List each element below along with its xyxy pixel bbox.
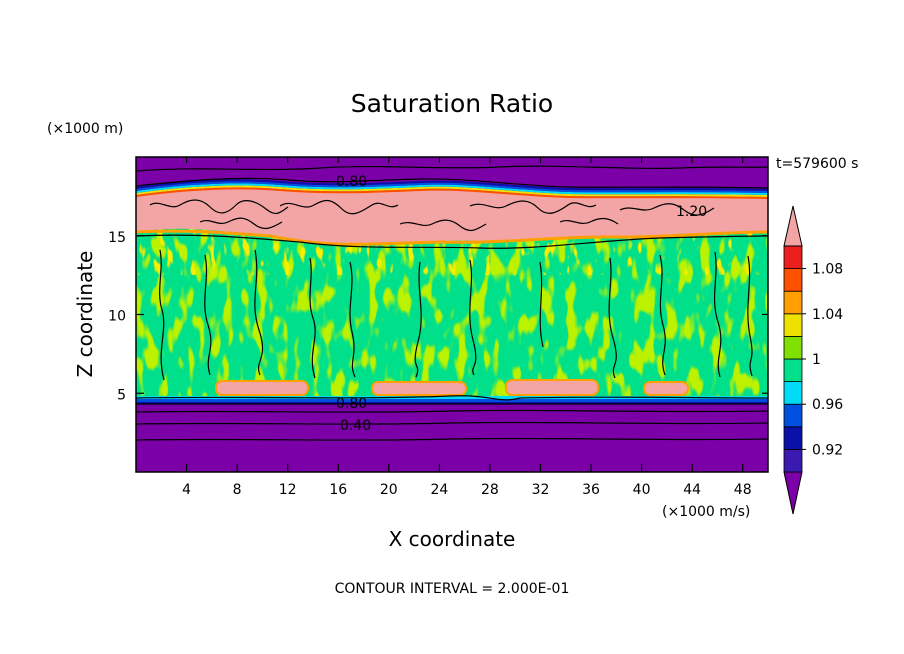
x-tick-label: 12 (279, 482, 297, 498)
y-tick-label: 10 (108, 309, 126, 325)
contour-line (414, 261, 422, 378)
layer-supersaturated-top (136, 188, 768, 245)
contour-line (349, 261, 356, 378)
x-tick-label: 36 (582, 482, 600, 498)
colorbar-tick-label: 0.92 (812, 442, 843, 458)
x-tick-label: 24 (430, 482, 448, 498)
contour-line (159, 249, 165, 381)
contour-line (136, 165, 768, 172)
x-tick-label: 48 (734, 482, 752, 498)
cloud-patch-1 (215, 380, 309, 396)
contour-lines (136, 165, 768, 441)
y-tick-label: 15 (108, 230, 126, 246)
colorbar-segment (783, 381, 803, 405)
colorbar-tick-label: 1.04 (812, 307, 843, 323)
fringe-orange (136, 229, 768, 246)
contour-line (659, 254, 666, 376)
contour-line (136, 437, 768, 441)
x-tick-label: 16 (329, 482, 347, 498)
colorbar: 0.92 0.96 1 1.04 1.08 (783, 205, 843, 515)
contour-label: 0.40 (340, 418, 371, 434)
y-unit-label: (×1000 m) (47, 121, 123, 137)
strip-blue-bottom (136, 399, 768, 402)
contour-label: 0.80 (336, 396, 367, 412)
strip-cyan-bottom (136, 396, 768, 399)
contour-line (713, 251, 722, 378)
x-tick-label: 40 (633, 482, 651, 498)
contour-line (619, 203, 715, 216)
x-unit-label: (×1000 m/s) (662, 504, 750, 520)
x-tick-label: 44 (683, 482, 701, 498)
contour-line (199, 217, 283, 230)
colorbar-lower-arrow (783, 471, 803, 515)
contour-line (254, 249, 264, 376)
x-axis-title: X coordinate (389, 527, 516, 551)
colorbar-segment (783, 426, 803, 450)
contour-interval-note: CONTOUR INTERVAL = 2.000E-01 (335, 581, 570, 597)
x-tick-label: 20 (380, 482, 398, 498)
x-tick-label: 28 (481, 482, 499, 498)
contour-line (309, 257, 316, 379)
chart-title: Saturation Ratio (351, 89, 553, 118)
contour-line (204, 254, 212, 376)
contour-line (539, 261, 544, 348)
contour-label-group: 0.80 1.20 0.80 0.40 (336, 174, 707, 434)
colorbar-segment (783, 403, 803, 428)
cloud-patch-4 (643, 381, 689, 396)
y-axis: 5 10 15 (108, 230, 768, 403)
colorbar-tick-label: 1.08 (812, 262, 843, 278)
heatmap-field: 0.80 1.20 0.80 0.40 (136, 157, 768, 472)
x-tick-label: 8 (233, 482, 242, 498)
x-axis: 4 8 12 16 20 24 28 32 36 40 44 48 (182, 157, 752, 498)
colorbar-tick-label: 0.96 (812, 397, 843, 413)
contour-line (136, 409, 768, 413)
contour-line (136, 395, 768, 401)
strip-yellow-top (136, 185, 768, 197)
contour-line (469, 259, 477, 376)
colorbar-segment (783, 268, 803, 292)
contour-line (279, 199, 399, 215)
contour-line (136, 234, 768, 249)
colorbar-upper-arrow (783, 205, 803, 247)
contour-line (608, 257, 617, 379)
x-tick-label: 32 (532, 482, 550, 498)
colorbar-segment (783, 245, 803, 270)
contour-line (136, 421, 768, 425)
contour-label: 0.80 (336, 174, 367, 190)
colorbar-segment (783, 335, 803, 360)
time-label: t=579600 s (776, 156, 858, 172)
contour-line (747, 255, 753, 377)
x-tick-label: 4 (182, 482, 191, 498)
cloud-patch-3 (505, 379, 599, 396)
contour-line (149, 199, 289, 215)
layer-lower-dry-band (136, 404, 768, 472)
colorbar-segment (783, 313, 803, 337)
contour-label: 1.20 (676, 204, 707, 220)
strip-cyan-top (136, 183, 768, 195)
contour-line (136, 177, 768, 189)
strip-navy-bottom (136, 402, 768, 404)
colorbar-segment (783, 358, 803, 383)
contour-line (469, 200, 597, 214)
contour-line (559, 217, 619, 225)
colorbar-segment (783, 290, 803, 315)
contour-line (399, 219, 487, 232)
fringe-red (136, 187, 768, 199)
strip-blue-top (136, 181, 768, 193)
colorbar-tick-label: 1 (812, 352, 821, 368)
colorbar-segment (783, 448, 803, 473)
strip-navy-top (136, 179, 768, 191)
y-tick-label: 5 (117, 387, 126, 403)
cloud-patch-2 (371, 381, 467, 396)
y-axis-title: Z coordinate (73, 251, 97, 378)
